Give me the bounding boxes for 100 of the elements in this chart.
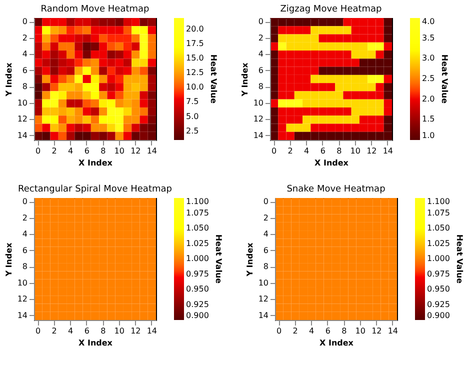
y-tick-label: 14 (258, 310, 268, 320)
color-bar-label: 0.925 (186, 300, 209, 309)
y-tick-label: 2 (22, 33, 28, 42)
color-bar-label: 1.075 (427, 208, 450, 218)
y-axis-title: Y Index (4, 242, 14, 278)
x-tick-label: 12 (372, 326, 382, 336)
color-bar-label: 0.975 (186, 269, 209, 278)
x-tick-label: 2 (52, 326, 57, 336)
y-tick-label: 12 (17, 114, 28, 124)
y-axis-title: Y Index (245, 242, 254, 278)
y-tick-label: 14 (17, 130, 28, 140)
y-axis-title: Y Index (4, 62, 14, 98)
y-tick-label: 6 (258, 66, 264, 75)
x-tick-label: 0 (276, 326, 282, 336)
color-bar-label: 2.0 (422, 94, 435, 104)
y-tick-label: 4 (263, 230, 268, 239)
x-tick-label: 14 (146, 146, 158, 156)
x-tick-label: 14 (382, 146, 394, 156)
y-tick-label: 2 (258, 33, 264, 42)
color-bar-label: 1.000 (427, 254, 450, 263)
chart-title: Rectangular Spiral Move Heatmap (18, 184, 172, 195)
x-tick-label: 10 (350, 146, 360, 156)
color-bar-label: 1.5 (422, 114, 435, 124)
y-tick-label: 14 (253, 130, 264, 140)
x-tick-label: 6 (320, 146, 326, 156)
x-axis-title: X Index (320, 338, 354, 348)
color-bar-label: 1.075 (186, 208, 209, 218)
color-bar-label: 20.0 (186, 24, 204, 34)
y-tick-label: 12 (253, 114, 264, 124)
color-bar-label: 12.5 (186, 68, 204, 78)
y-tick-label: 0 (22, 197, 28, 206)
color-bar-label: 2.5 (186, 126, 199, 136)
color-bar-label: 1.0 (422, 131, 435, 140)
y-tick-label: 12 (17, 294, 28, 304)
color-bar-label: 1.050 (186, 224, 209, 232)
x-tick-label: 14 (388, 326, 398, 336)
x-tick-label: 10 (114, 146, 124, 156)
y-tick-label: 6 (263, 246, 268, 255)
color-bar-label: 2.5 (422, 74, 435, 83)
color-bar-label: 0.900 (427, 311, 450, 320)
color-bar-label: 5.0 (186, 112, 199, 121)
color-bar-label: 7.5 (186, 97, 199, 106)
y-tick-label: 2 (263, 213, 268, 222)
color-bar-label: 1.025 (427, 238, 450, 248)
y-tick-label: 4 (22, 50, 28, 59)
x-tick-label: 4 (68, 326, 74, 336)
color-bar-label: 15.0 (186, 54, 204, 63)
y-tick-label: 10 (17, 278, 28, 288)
x-tick-label: 2 (292, 326, 298, 336)
color-bar-label: 10.0 (186, 82, 204, 92)
y-tick-label: 8 (258, 82, 264, 92)
x-tick-label: 8 (100, 146, 106, 156)
y-tick-label: 8 (22, 262, 28, 272)
y-axis-title: Y Index (240, 62, 250, 98)
x-tick-label: 6 (84, 326, 90, 336)
color-bar-title: Heat Value (440, 54, 449, 104)
y-tick-label: 8 (22, 82, 28, 92)
color-bar-title: Heat Value (214, 234, 223, 284)
x-tick-label: 4 (68, 146, 74, 156)
color-bar-title: Heat Value (209, 54, 218, 104)
color-bar-label: 0.975 (427, 269, 450, 278)
chart-title: Random Move Heatmap (40, 4, 150, 15)
x-tick-label: 0 (272, 146, 277, 156)
y-tick-label: 10 (253, 98, 264, 108)
x-tick-label: 12 (366, 146, 377, 156)
y-tick-label: 0 (258, 17, 264, 26)
color-bar-label: 1.100 (427, 197, 450, 206)
x-tick-label: 14 (146, 326, 158, 336)
color-bar-label: 3.5 (422, 33, 435, 42)
x-tick-label: 8 (342, 326, 347, 336)
color-bar-label: 4.0 (422, 17, 435, 26)
x-tick-label: 12 (130, 326, 141, 336)
x-tick-label: 10 (355, 326, 366, 336)
x-tick-label: 10 (114, 326, 124, 336)
color-bar-label: 1.000 (186, 254, 209, 263)
y-tick-label: 10 (17, 98, 28, 108)
y-tick-label: 4 (22, 230, 28, 239)
color-bar-label: 1.050 (427, 224, 450, 232)
color-bar-label: 0.950 (427, 284, 450, 294)
x-axis-title: X Index (78, 158, 114, 168)
x-tick-label: 6 (325, 326, 330, 336)
y-tick-label: 10 (258, 278, 268, 288)
color-bar-label: 1.100 (186, 197, 209, 206)
color-bar-label: 0.900 (186, 311, 209, 320)
y-tick-label: 2 (22, 213, 28, 222)
x-tick-label: 12 (130, 146, 141, 156)
chart-title: Snake Move Heatmap (286, 184, 386, 195)
x-axis-title: X Index (78, 338, 114, 348)
x-tick-label: 0 (36, 146, 41, 156)
y-tick-label: 14 (17, 310, 28, 320)
color-bar-title: Heat Value (455, 234, 464, 284)
y-tick-label: 6 (22, 246, 28, 255)
color-bar-label: 3.0 (422, 54, 435, 63)
x-tick-label: 4 (304, 146, 310, 156)
x-tick-label: 2 (52, 146, 57, 156)
x-tick-label: 4 (309, 326, 314, 336)
x-tick-label: 8 (336, 146, 342, 156)
chart-title: Zigzag Move Heatmap (280, 4, 382, 15)
x-axis-title: X Index (314, 158, 350, 168)
y-tick-label: 6 (22, 66, 28, 75)
